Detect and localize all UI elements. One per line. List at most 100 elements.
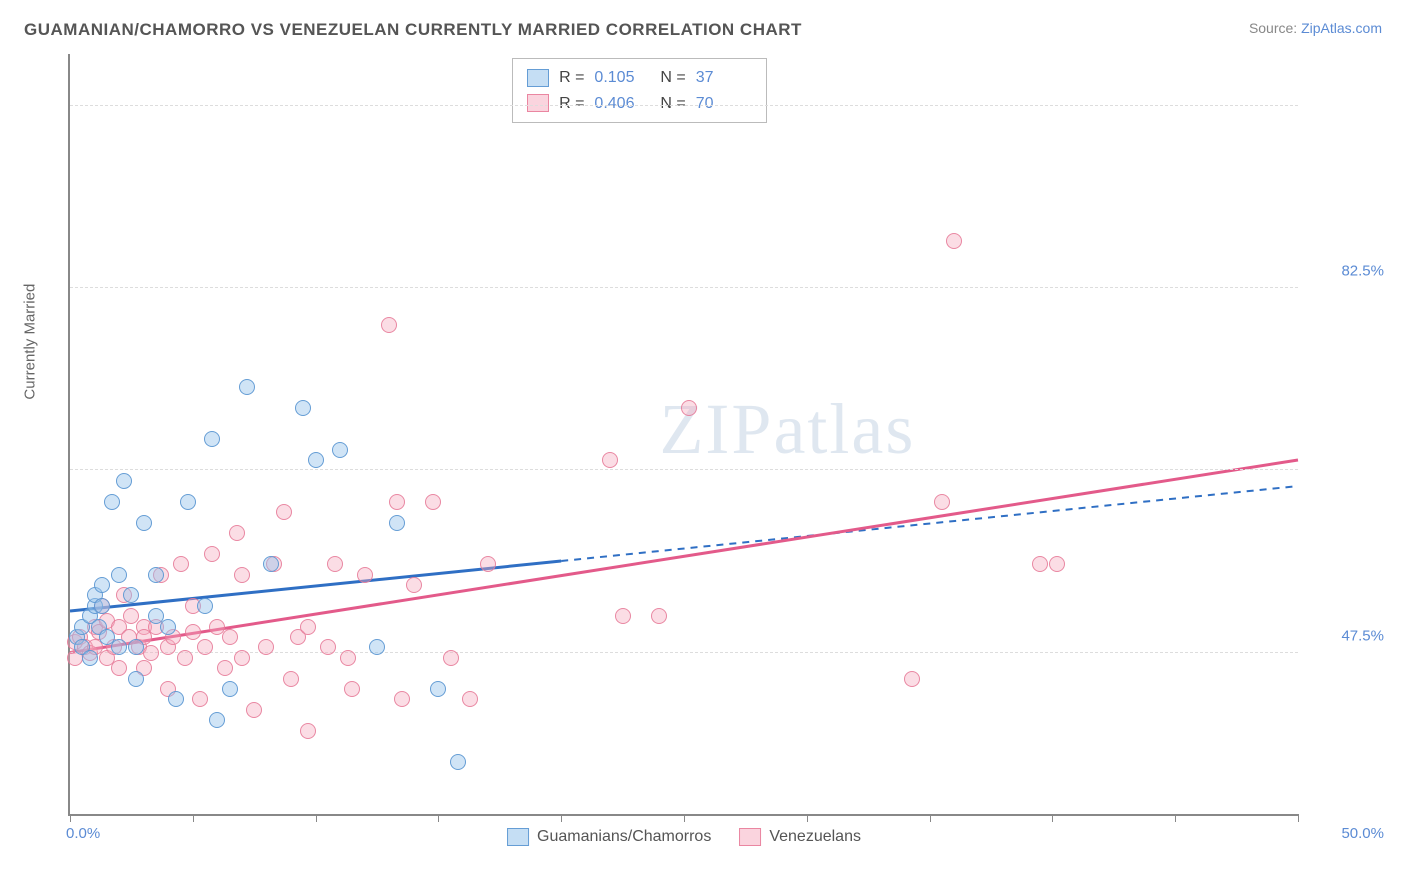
- data-point: [332, 442, 348, 458]
- x-tick: [807, 814, 808, 822]
- data-point: [934, 494, 950, 510]
- data-point: [173, 556, 189, 572]
- gridline: [70, 105, 1298, 106]
- x-tick: [1175, 814, 1176, 822]
- data-point: [480, 556, 496, 572]
- data-point: [381, 317, 397, 333]
- data-point: [82, 650, 98, 666]
- data-point: [357, 567, 373, 583]
- data-point: [204, 546, 220, 562]
- data-point: [904, 671, 920, 687]
- data-point: [148, 567, 164, 583]
- legend: Guamanians/Chamorros Venezuelans: [507, 828, 861, 846]
- data-point: [229, 525, 245, 541]
- data-point: [443, 650, 459, 666]
- x-tick: [1298, 814, 1299, 822]
- legend-item: Guamanians/Chamorros: [507, 828, 711, 846]
- data-point: [104, 494, 120, 510]
- data-point: [651, 608, 667, 624]
- data-point: [327, 556, 343, 572]
- data-point: [340, 650, 356, 666]
- data-point: [177, 650, 193, 666]
- x-tick: [684, 814, 685, 822]
- chart-title: GUAMANIAN/CHAMORRO VS VENEZUELAN CURRENT…: [24, 20, 802, 40]
- x-tick: [438, 814, 439, 822]
- data-point: [389, 494, 405, 510]
- data-point: [430, 681, 446, 697]
- data-point: [681, 400, 697, 416]
- x-tick-label: 50.0%: [1341, 825, 1384, 842]
- data-point: [128, 639, 144, 655]
- data-point: [116, 473, 132, 489]
- source-credit: Source: ZipAtlas.com: [1249, 20, 1382, 36]
- data-point: [295, 400, 311, 416]
- data-point: [462, 691, 478, 707]
- data-point: [425, 494, 441, 510]
- data-point: [389, 515, 405, 531]
- data-point: [308, 452, 324, 468]
- trend-lines: [70, 54, 1298, 814]
- data-point: [168, 691, 184, 707]
- data-point: [602, 452, 618, 468]
- data-point: [946, 233, 962, 249]
- data-point: [239, 379, 255, 395]
- data-point: [94, 598, 110, 614]
- data-point: [197, 598, 213, 614]
- data-point: [143, 645, 159, 661]
- data-point: [128, 671, 144, 687]
- data-point: [222, 629, 238, 645]
- scatter-plot: ZIPatlas R =0.105N =37R =0.406N =70 Guam…: [68, 54, 1298, 816]
- data-point: [300, 619, 316, 635]
- legend-label: Guamanians/Chamorros: [537, 828, 711, 846]
- data-point: [615, 608, 631, 624]
- data-point: [406, 577, 422, 593]
- data-point: [197, 639, 213, 655]
- data-point: [222, 681, 238, 697]
- x-tick: [193, 814, 194, 822]
- data-point: [246, 702, 262, 718]
- data-point: [234, 650, 250, 666]
- x-tick: [930, 814, 931, 822]
- legend-swatch: [739, 828, 761, 846]
- data-point: [160, 619, 176, 635]
- legend-item: Venezuelans: [739, 828, 861, 846]
- data-point: [185, 624, 201, 640]
- data-point: [369, 639, 385, 655]
- x-tick: [316, 814, 317, 822]
- x-tick-label: 0.0%: [66, 825, 100, 842]
- data-point: [344, 681, 360, 697]
- data-point: [94, 577, 110, 593]
- data-point: [283, 671, 299, 687]
- source-link[interactable]: ZipAtlas.com: [1301, 20, 1382, 36]
- chart-container: Currently Married ZIPatlas R =0.105N =37…: [48, 54, 1388, 844]
- data-point: [111, 660, 127, 676]
- data-point: [192, 691, 208, 707]
- data-point: [204, 431, 220, 447]
- data-point: [136, 515, 152, 531]
- data-point: [180, 494, 196, 510]
- data-point: [111, 639, 127, 655]
- x-tick: [1052, 814, 1053, 822]
- data-point: [1032, 556, 1048, 572]
- data-point: [276, 504, 292, 520]
- data-point: [234, 567, 250, 583]
- data-point: [209, 712, 225, 728]
- y-tick-label: 47.5%: [1341, 627, 1384, 644]
- data-point: [111, 567, 127, 583]
- data-point: [300, 723, 316, 739]
- gridline: [70, 652, 1298, 653]
- x-tick: [561, 814, 562, 822]
- gridline: [70, 469, 1298, 470]
- data-point: [450, 754, 466, 770]
- data-point: [394, 691, 410, 707]
- data-point: [123, 587, 139, 603]
- data-point: [217, 660, 233, 676]
- data-point: [1049, 556, 1065, 572]
- data-point: [258, 639, 274, 655]
- y-tick-label: 82.5%: [1341, 263, 1384, 280]
- data-point: [263, 556, 279, 572]
- legend-label: Venezuelans: [769, 828, 861, 846]
- gridline: [70, 287, 1298, 288]
- legend-swatch: [507, 828, 529, 846]
- y-axis-label: Currently Married: [22, 284, 39, 400]
